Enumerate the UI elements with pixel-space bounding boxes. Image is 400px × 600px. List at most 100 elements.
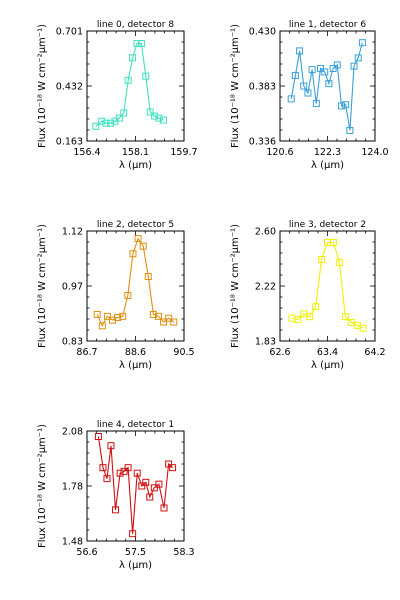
data-point — [138, 482, 146, 490]
data-point — [129, 250, 137, 258]
y-tick-label: 1.12 — [62, 227, 83, 238]
data-point — [359, 324, 367, 332]
chart-title: line 3, detector 2 — [289, 220, 366, 230]
data-point — [146, 108, 154, 116]
series-line — [97, 436, 173, 534]
data-point — [354, 54, 362, 62]
x-tick-label: 58.3 — [173, 547, 194, 558]
data-point — [139, 242, 147, 250]
y-axis-label: Flux (10⁻¹⁸ W cm⁻²μm⁻¹) — [37, 224, 48, 348]
data-point — [160, 504, 168, 512]
chart-title: line 2, detector 5 — [97, 220, 174, 230]
y-tick-label: 1.48 — [62, 537, 83, 548]
data-point — [346, 126, 354, 134]
y-tick-label: 0.336 — [249, 137, 276, 148]
data-point — [124, 291, 132, 299]
data-point — [92, 122, 100, 130]
data-point — [335, 258, 343, 266]
data-point — [146, 493, 154, 501]
data-point — [149, 310, 157, 318]
data-point — [321, 68, 329, 76]
data-point — [318, 256, 326, 264]
x-tick-label: 63.4 — [317, 347, 338, 358]
x-tick-label: 62.6 — [269, 347, 290, 358]
data-point — [134, 235, 142, 243]
x-tick-label: 88.6 — [125, 347, 146, 358]
data-point — [142, 72, 150, 80]
x-tick-label: 64.2 — [364, 347, 385, 358]
data-point — [155, 114, 163, 122]
data-point — [133, 39, 141, 47]
y-tick-label: 0.163 — [56, 137, 83, 148]
x-axis-label: λ (μm) — [119, 560, 152, 571]
data-point — [312, 100, 320, 108]
x-tick-label: 57.5 — [125, 547, 146, 558]
data-point — [154, 312, 162, 320]
data-point — [294, 316, 302, 324]
series-line — [95, 42, 164, 127]
chart-title: line 4, detector 1 — [97, 420, 174, 430]
data-point — [119, 312, 127, 320]
data-point — [358, 39, 366, 47]
data-point — [155, 480, 163, 488]
chart-title: line 1, detector 6 — [289, 20, 366, 30]
y-tick-label: 2.08 — [62, 427, 83, 438]
y-axis-label: Flux (10⁻¹⁸ W cm⁻²μm⁻¹) — [230, 224, 241, 348]
y-axis-label: Flux (10⁻¹⁸ W cm⁻²μm⁻¹) — [230, 24, 241, 148]
data-point — [129, 530, 137, 538]
x-axis-label: λ (μm) — [119, 360, 152, 371]
x-tick-label: 120.6 — [266, 147, 293, 158]
y-tick-label: 0.432 — [56, 82, 83, 93]
data-point — [124, 464, 132, 472]
data-point — [329, 64, 337, 72]
y-tick-label: 2.60 — [255, 227, 276, 238]
series-line — [291, 241, 364, 329]
data-point — [296, 47, 304, 55]
chart-panel-3: line 3, detector 2 62.6 63.4 64.2 1.83 2.22 2.… — [230, 220, 386, 371]
x-tick-label: 156.4 — [73, 147, 100, 158]
data-point — [103, 475, 111, 483]
data-point — [165, 460, 173, 468]
x-tick-label: 86.7 — [76, 347, 97, 358]
data-point — [107, 442, 115, 450]
series-line — [290, 42, 363, 131]
data-point — [94, 433, 102, 440]
data-point — [329, 238, 337, 246]
chart-title: line 0, detector 8 — [97, 20, 174, 30]
chart-panel-2: line 2, detector 5 86.7 88.6 90.5 0.83 0.97 1.… — [37, 220, 195, 371]
data-point — [124, 76, 132, 84]
data-point — [150, 484, 158, 492]
data-point — [107, 119, 115, 127]
data-point — [317, 64, 325, 72]
data-point — [151, 112, 159, 120]
data-point — [350, 62, 358, 70]
x-tick-label: 122.3 — [314, 147, 341, 158]
x-tick-label: 159.7 — [170, 147, 197, 158]
chart-panel-0: line 0, detector 8 156.4 158.1 159.7 0.163 0.… — [37, 20, 198, 171]
data-point — [142, 478, 150, 486]
data-point — [300, 82, 308, 90]
x-axis-label: λ (μm) — [119, 160, 152, 171]
data-point — [144, 273, 152, 281]
plot-frame — [279, 230, 376, 342]
y-tick-label: 0.83 — [62, 337, 83, 348]
data-point — [98, 117, 106, 125]
data-point — [337, 102, 345, 110]
data-point — [169, 464, 177, 472]
x-axis-label: λ (μm) — [311, 160, 344, 171]
data-point — [170, 318, 178, 326]
data-point — [137, 39, 145, 47]
data-point — [115, 114, 123, 122]
chart-panel-4: line 4, detector 1 56.6 57.5 58.3 1.48 1.78 2.… — [37, 420, 195, 571]
data-point — [333, 61, 341, 69]
data-point — [133, 469, 141, 477]
data-point — [102, 119, 110, 127]
data-point — [129, 54, 137, 62]
y-axis-label: Flux (10⁻¹⁸ W cm⁻²μm⁻¹) — [37, 424, 48, 548]
data-point — [165, 314, 173, 322]
data-point — [99, 464, 107, 472]
data-point — [93, 310, 101, 318]
data-point — [304, 89, 312, 97]
data-point — [116, 469, 124, 477]
